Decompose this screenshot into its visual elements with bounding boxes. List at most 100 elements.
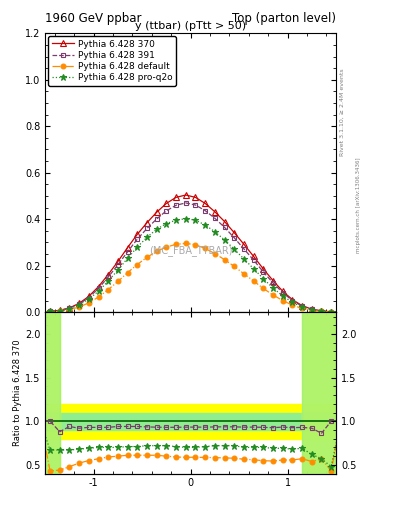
Pythia 6.428 pro-q2o: [184, 216, 188, 222]
Pythia 6.428 default: [309, 307, 314, 313]
Line: Pythia 6.428 370: Pythia 6.428 370: [28, 192, 343, 315]
Pythia 6.428 370: [48, 308, 52, 314]
Pythia 6.428 default: [174, 241, 178, 247]
Text: mcplots.cern.ch [arXiv:1306.3436]: mcplots.cern.ch [arXiv:1306.3436]: [356, 157, 361, 252]
Pythia 6.428 pro-q2o: [116, 267, 120, 273]
Pythia 6.428 default: [145, 254, 149, 261]
Pythia 6.428 370: [280, 288, 285, 294]
Pythia 6.428 370: [174, 194, 178, 200]
Pythia 6.428 pro-q2o: [48, 308, 52, 314]
Text: Top (parton level): Top (parton level): [232, 12, 336, 25]
Pythia 6.428 default: [213, 250, 217, 257]
Pythia 6.428 391: [309, 306, 314, 312]
Pythia 6.428 pro-q2o: [203, 222, 208, 228]
Pythia 6.428 370: [164, 200, 169, 206]
Pythia 6.428 pro-q2o: [251, 266, 256, 272]
Pythia 6.428 370: [338, 309, 343, 315]
Pythia 6.428 default: [154, 248, 159, 254]
Pythia 6.428 default: [38, 309, 43, 315]
Pythia 6.428 default: [232, 263, 237, 269]
Pythia 6.428 391: [77, 301, 81, 307]
Pythia 6.428 391: [154, 216, 159, 222]
Pythia 6.428 pro-q2o: [106, 278, 110, 284]
Pythia 6.428 default: [125, 270, 130, 276]
Pythia 6.428 391: [174, 202, 178, 208]
Line: Pythia 6.428 default: Pythia 6.428 default: [28, 241, 343, 314]
Pythia 6.428 pro-q2o: [309, 307, 314, 313]
Pythia 6.428 391: [145, 225, 149, 231]
Pythia 6.428 default: [242, 271, 246, 277]
Title: y (ttbar) (pTtt > 50): y (ttbar) (pTtt > 50): [135, 21, 246, 31]
Pythia 6.428 391: [280, 290, 285, 296]
Pythia 6.428 370: [106, 271, 110, 278]
Pythia 6.428 370: [242, 241, 246, 247]
Pythia 6.428 pro-q2o: [222, 237, 227, 243]
Pythia 6.428 391: [38, 309, 43, 315]
Pythia 6.428 391: [28, 309, 33, 315]
Pythia 6.428 391: [57, 307, 62, 313]
Pythia 6.428 default: [300, 305, 305, 311]
Pythia 6.428 391: [251, 257, 256, 263]
Pythia 6.428 391: [125, 249, 130, 255]
Pythia 6.428 370: [232, 229, 237, 236]
Pythia 6.428 391: [106, 274, 110, 280]
Pythia 6.428 default: [251, 278, 256, 284]
Pythia 6.428 370: [77, 300, 81, 306]
Legend: Pythia 6.428 370, Pythia 6.428 391, Pythia 6.428 default, Pythia 6.428 pro-q2o: Pythia 6.428 370, Pythia 6.428 391, Pyth…: [48, 36, 176, 86]
Pythia 6.428 pro-q2o: [319, 308, 324, 314]
Pythia 6.428 391: [203, 207, 208, 214]
Pythia 6.428 default: [184, 240, 188, 246]
Pythia 6.428 default: [86, 300, 91, 306]
Pythia 6.428 391: [184, 200, 188, 206]
Pythia 6.428 391: [96, 285, 101, 291]
Pythia 6.428 391: [329, 309, 334, 315]
Pythia 6.428 370: [213, 209, 217, 215]
Pythia 6.428 default: [280, 297, 285, 304]
Pythia 6.428 default: [116, 279, 120, 285]
Pythia 6.428 pro-q2o: [164, 221, 169, 227]
Pythia 6.428 370: [28, 309, 33, 315]
Pythia 6.428 391: [135, 236, 140, 242]
Pythia 6.428 pro-q2o: [290, 300, 295, 306]
Pythia 6.428 370: [184, 192, 188, 198]
Pythia 6.428 pro-q2o: [86, 296, 91, 302]
Pythia 6.428 391: [271, 280, 275, 286]
Pythia 6.428 370: [222, 219, 227, 225]
Pythia 6.428 370: [261, 266, 266, 272]
Pythia 6.428 391: [213, 215, 217, 221]
Pythia 6.428 pro-q2o: [145, 234, 149, 241]
Pythia 6.428 pro-q2o: [213, 229, 217, 235]
Pythia 6.428 default: [96, 294, 101, 300]
Pythia 6.428 pro-q2o: [135, 244, 140, 250]
Pythia 6.428 default: [77, 304, 81, 310]
Pythia 6.428 pro-q2o: [261, 275, 266, 282]
Pythia 6.428 391: [261, 269, 266, 275]
Pythia 6.428 391: [290, 297, 295, 304]
Pythia 6.428 391: [164, 208, 169, 214]
Pythia 6.428 default: [319, 308, 324, 314]
Pythia 6.428 pro-q2o: [193, 217, 198, 223]
Pythia 6.428 default: [28, 309, 33, 315]
Pythia 6.428 391: [232, 234, 237, 241]
Pythia 6.428 default: [57, 308, 62, 314]
Pythia 6.428 370: [67, 305, 72, 311]
Text: (MC_FBA_TTBAR): (MC_FBA_TTBAR): [149, 245, 232, 256]
Pythia 6.428 370: [154, 209, 159, 215]
Pythia 6.428 370: [38, 309, 43, 315]
Pythia 6.428 pro-q2o: [125, 255, 130, 261]
Pythia 6.428 370: [125, 244, 130, 250]
Pythia 6.428 default: [290, 302, 295, 308]
Pythia 6.428 default: [203, 245, 208, 251]
Pythia 6.428 391: [86, 294, 91, 301]
Pythia 6.428 370: [329, 309, 334, 315]
Pythia 6.428 pro-q2o: [242, 256, 246, 262]
Pythia 6.428 default: [106, 287, 110, 293]
Pythia 6.428 370: [116, 259, 120, 265]
Line: Pythia 6.428 pro-q2o: Pythia 6.428 pro-q2o: [27, 215, 344, 315]
Pythia 6.428 pro-q2o: [271, 285, 275, 291]
Pythia 6.428 default: [67, 307, 72, 313]
Pythia 6.428 pro-q2o: [174, 217, 178, 223]
Pythia 6.428 370: [300, 303, 305, 309]
Pythia 6.428 370: [271, 278, 275, 284]
Pythia 6.428 pro-q2o: [280, 293, 285, 299]
